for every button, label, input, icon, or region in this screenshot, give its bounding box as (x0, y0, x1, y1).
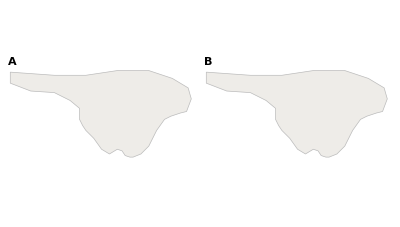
Polygon shape (206, 71, 387, 157)
Text: A: A (8, 57, 16, 67)
Polygon shape (10, 71, 191, 157)
Text: B: B (204, 57, 212, 67)
